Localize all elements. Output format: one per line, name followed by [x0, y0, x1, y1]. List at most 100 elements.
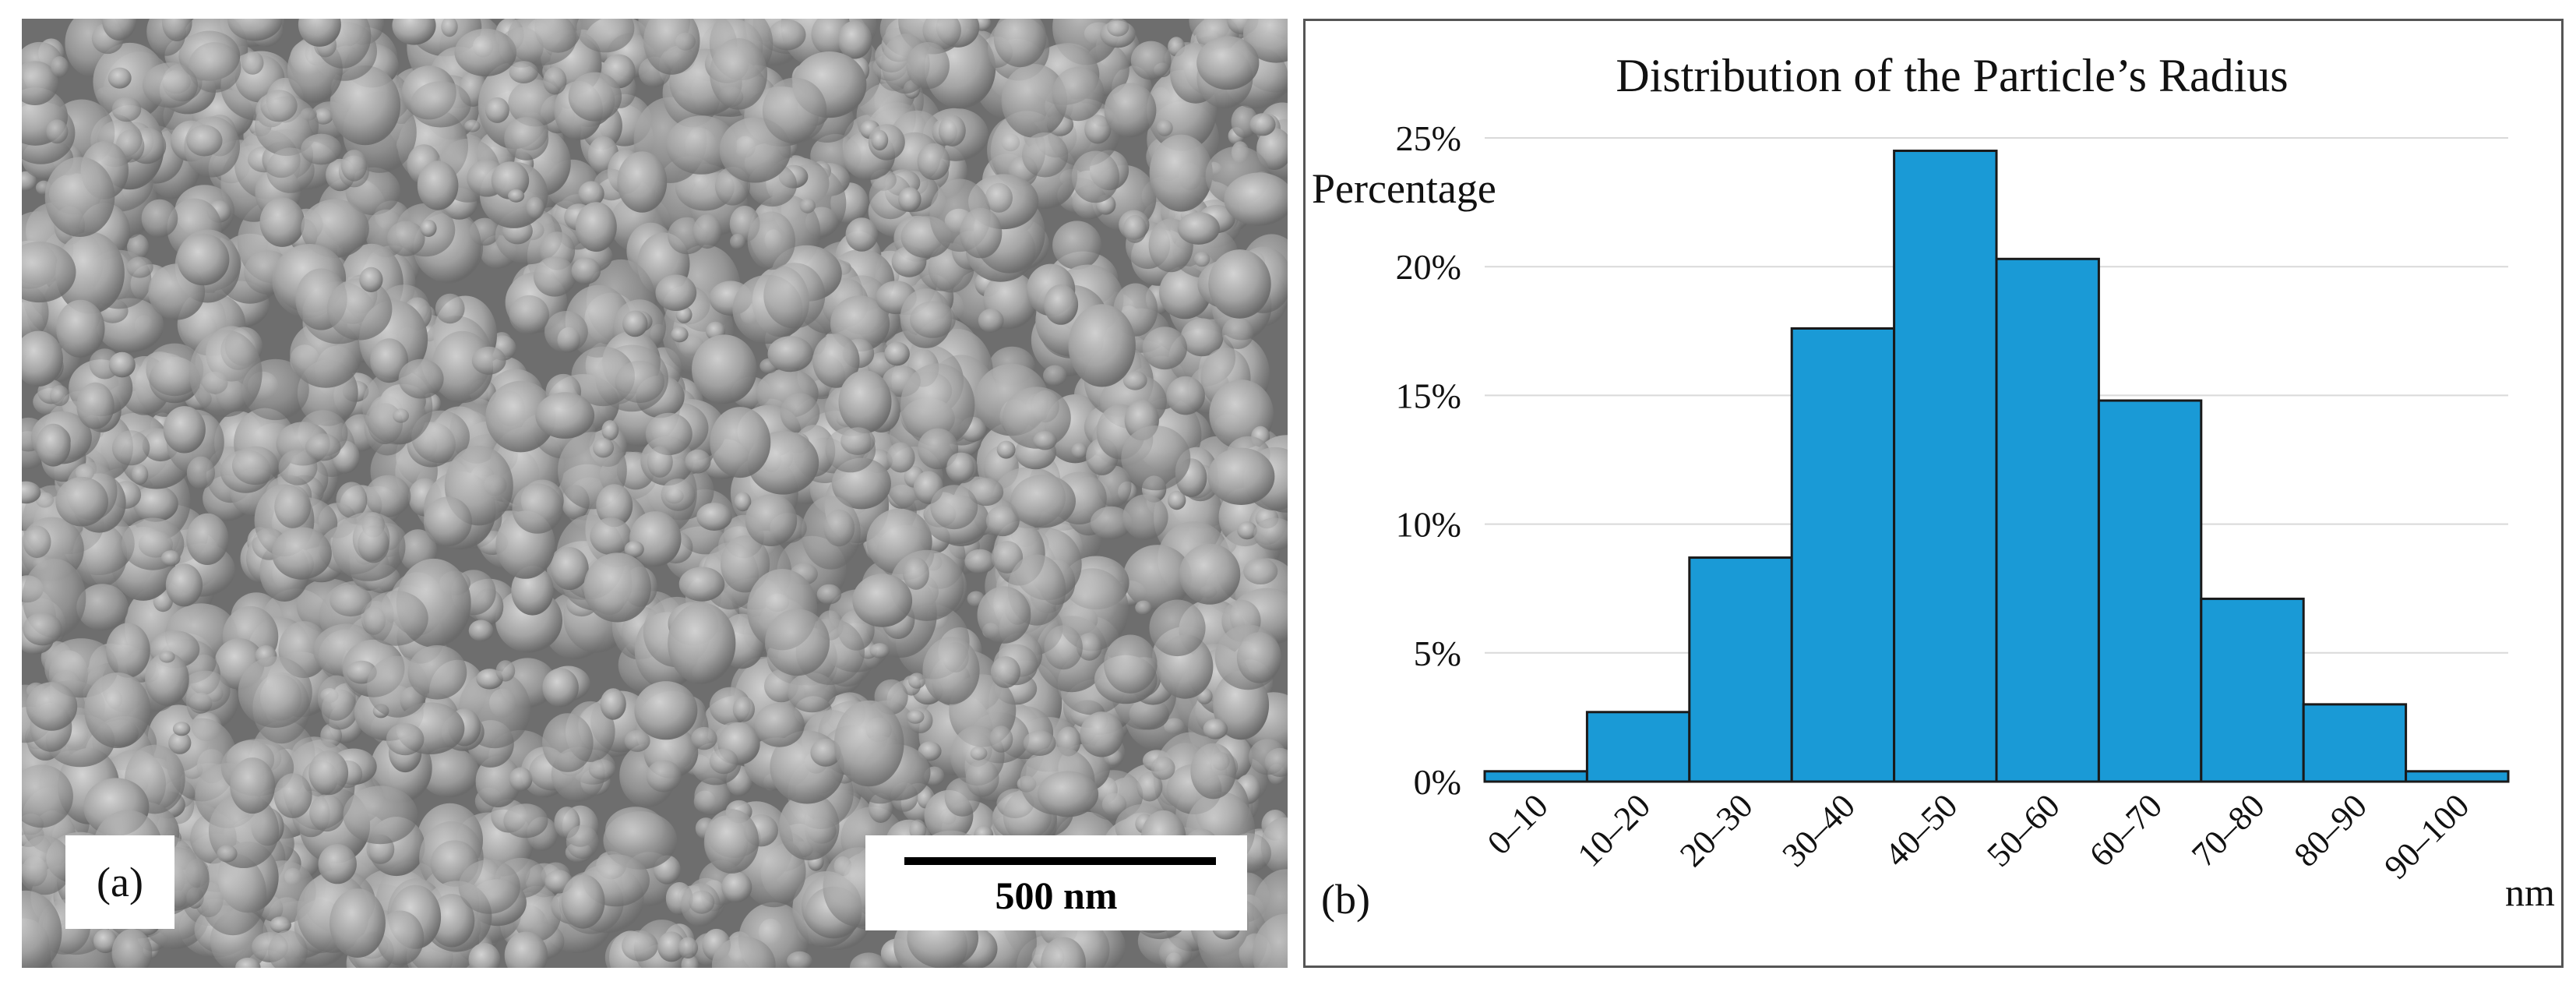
particle [50, 56, 69, 78]
particle [188, 42, 241, 93]
particle [578, 181, 604, 207]
particle [305, 433, 341, 461]
particle [886, 442, 915, 473]
particle [671, 327, 689, 343]
particle [1023, 730, 1056, 756]
particle [1052, 66, 1105, 122]
particle [742, 835, 806, 908]
particle [1177, 212, 1220, 245]
particle [159, 651, 175, 663]
particle [1043, 284, 1079, 325]
particle [376, 910, 425, 966]
particle [661, 478, 696, 511]
particle [1196, 36, 1260, 90]
particle [542, 668, 579, 708]
particle [143, 62, 198, 108]
particle [1122, 545, 1192, 610]
particle [1033, 431, 1057, 450]
particle [132, 485, 178, 522]
particle [146, 343, 204, 397]
particle [308, 750, 349, 796]
particle [939, 115, 966, 147]
x-tick-label: 10–20 [1570, 786, 1658, 874]
particle [596, 484, 633, 528]
particle [108, 351, 136, 378]
particle [343, 785, 418, 845]
particle [72, 523, 128, 588]
particle [471, 346, 506, 375]
particle [268, 930, 308, 968]
histogram-bar [1483, 770, 1588, 783]
particle [162, 19, 192, 41]
particle [26, 682, 78, 731]
particle [838, 370, 892, 433]
particle [1121, 425, 1191, 491]
particle [1071, 443, 1087, 459]
particle [922, 637, 980, 704]
particle [946, 452, 974, 482]
particle [691, 726, 717, 750]
particle [622, 310, 648, 337]
particle [898, 187, 922, 212]
particle [428, 894, 475, 948]
x-tick-label: 20–30 [1672, 786, 1760, 874]
particle [336, 482, 368, 518]
particle [165, 563, 203, 607]
particle [544, 311, 588, 353]
particle [22, 171, 37, 192]
particle [419, 747, 479, 798]
particle [1158, 937, 1193, 968]
particle [629, 511, 682, 567]
particle [93, 929, 118, 954]
particle [56, 299, 105, 358]
particle [1224, 172, 1288, 226]
particle [417, 161, 459, 210]
particle [180, 670, 231, 711]
particle [23, 612, 62, 646]
particle [918, 428, 959, 470]
particle [398, 358, 444, 399]
x-tick-label: 60–70 [2082, 786, 2169, 874]
particle [624, 729, 650, 752]
particle [571, 257, 601, 284]
particle [270, 916, 292, 934]
particle [799, 198, 816, 214]
particle [260, 90, 298, 122]
particle [36, 423, 71, 467]
particle [710, 38, 767, 110]
particle [978, 309, 1004, 333]
particle [1236, 632, 1281, 683]
particle [1159, 266, 1211, 319]
particle [177, 233, 230, 286]
histogram-bar [2097, 399, 2203, 783]
particle [665, 115, 738, 175]
particle [160, 550, 181, 567]
particle [1179, 543, 1241, 605]
particle [990, 656, 1020, 688]
particle [508, 189, 525, 203]
particle [507, 19, 577, 65]
particle [317, 675, 356, 721]
particle [1166, 376, 1205, 415]
particle [1010, 475, 1076, 528]
particle [617, 151, 668, 213]
particle [906, 710, 925, 724]
particle [709, 748, 738, 775]
particle [588, 759, 616, 780]
sem-image-panel: (a) 500 nm [22, 19, 1288, 968]
particle [435, 293, 465, 324]
particle [363, 591, 428, 646]
particle [810, 738, 841, 767]
particle [386, 221, 425, 256]
particle [1249, 113, 1276, 136]
particle [55, 476, 108, 527]
particle [869, 174, 913, 220]
particle [199, 853, 267, 936]
particle [534, 256, 576, 297]
particle [1136, 771, 1163, 802]
particle [812, 334, 860, 388]
particle [996, 440, 1016, 459]
x-axis-label: nm [2505, 870, 2555, 914]
particle [823, 509, 855, 547]
particle [458, 860, 520, 914]
